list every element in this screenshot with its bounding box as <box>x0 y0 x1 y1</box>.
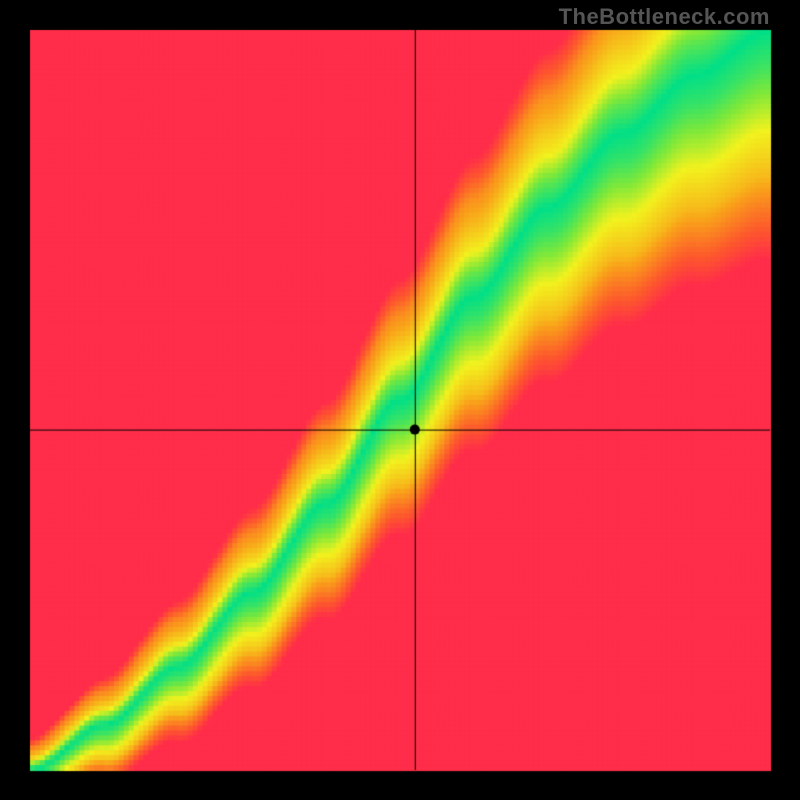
chart-frame: TheBottleneck.com <box>0 0 800 800</box>
bottleneck-heatmap-canvas <box>0 0 800 800</box>
